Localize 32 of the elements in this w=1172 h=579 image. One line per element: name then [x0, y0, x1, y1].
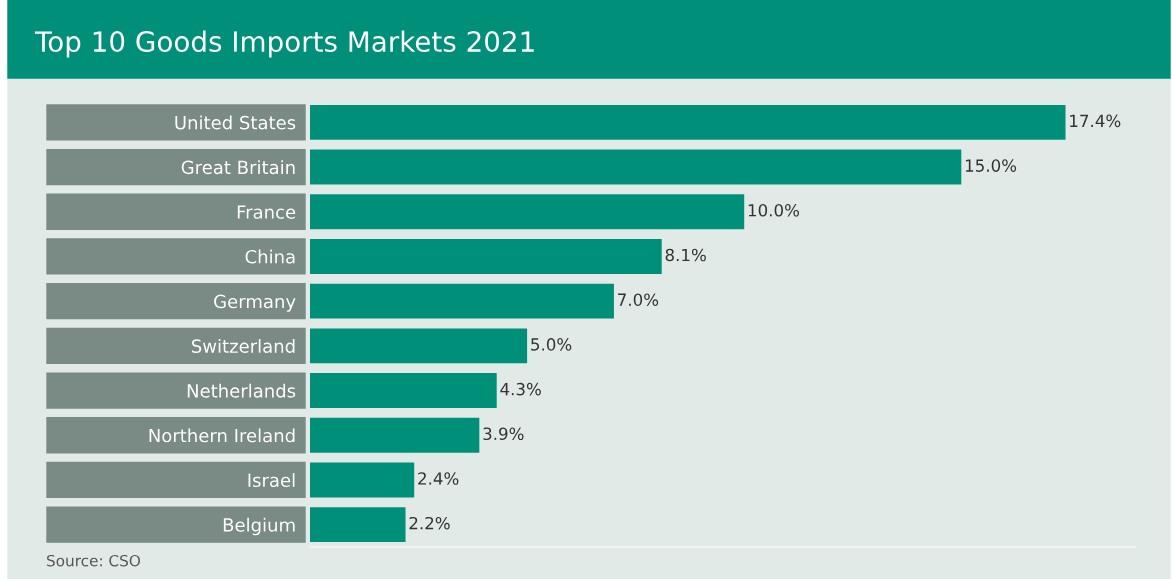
data-label: 15.0% [965, 159, 1017, 172]
y-tick-label: United States [175, 115, 296, 130]
y-tick-label: Netherlands [187, 383, 296, 398]
data-label: 4.3% [500, 382, 541, 396]
y-tick-label: Great Britain [181, 160, 295, 175]
bar [310, 283, 614, 319]
y-tick-label: Belgium [223, 517, 295, 536]
chart-title: Top 10 Goods Imports Markets 2021 [34, 30, 534, 58]
source-note: Source: CSO [47, 554, 140, 567]
bar [310, 373, 497, 408]
data-label: 2.2% [409, 516, 450, 530]
bar [310, 194, 745, 230]
bar [310, 239, 662, 274]
y-tick-label: China [245, 249, 295, 264]
bar [310, 328, 528, 364]
y-tick-label: Switzerland [191, 338, 295, 353]
data-label: 2.4% [418, 472, 459, 485]
data-label: 3.9% [483, 427, 524, 441]
bar [310, 104, 1066, 140]
bar [310, 149, 962, 185]
y-tick-label: Germany [214, 294, 296, 312]
y-tick-label: Israel [248, 473, 295, 488]
data-label: 8.1% [665, 248, 706, 262]
data-label: 17.4% [1070, 114, 1121, 128]
data-label: 10.0% [748, 203, 800, 217]
bar [310, 507, 406, 543]
y-tick-label: France [237, 205, 296, 219]
data-label: 5.0% [531, 338, 572, 351]
bar [310, 462, 415, 498]
bar [310, 417, 480, 453]
y-tick-label: Northern Ireland [149, 428, 295, 443]
data-label: 7.0% [618, 293, 659, 306]
